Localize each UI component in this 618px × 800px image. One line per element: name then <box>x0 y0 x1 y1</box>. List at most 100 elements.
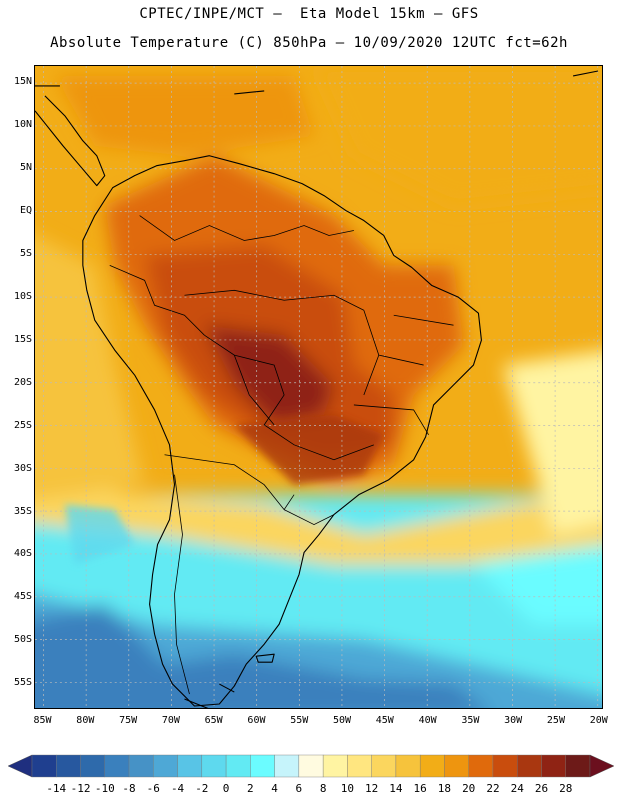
lon-tick-label: 65W <box>204 715 223 726</box>
lat-tick-label: 50S <box>13 634 32 646</box>
colorbar-cell <box>395 754 421 778</box>
colorbar-cell <box>153 754 178 778</box>
colorbar-tick-label: 12 <box>365 782 379 795</box>
colorbar-tick-label: 2 <box>247 782 254 795</box>
lat-tick-label: 15S <box>13 333 32 345</box>
colorbar-tick-label: -10 <box>94 782 115 795</box>
colorbar-cell <box>371 754 397 778</box>
border-peru <box>109 265 205 336</box>
lat-tick-label: 30S <box>13 462 32 474</box>
political-borders <box>109 215 454 695</box>
lat-tick-label: 5S <box>19 247 32 259</box>
colorbar-cell <box>128 754 154 778</box>
colorbar-tick-label: 6 <box>295 782 303 795</box>
colorbar-tick-label: 18 <box>437 782 452 795</box>
colorbar-tick-label: 0 <box>222 782 230 795</box>
colorbar-tick-label: 8 <box>319 782 327 795</box>
lat-tick-label: 45S <box>13 591 32 603</box>
lon-tick-label: 55W <box>290 715 309 726</box>
colorbar-tick-label: 14 <box>389 782 403 795</box>
coastline-falklands <box>255 653 275 663</box>
lon-tick-label: 70W <box>161 715 180 726</box>
lat-tick-label: 35S <box>13 505 32 517</box>
colorbar-tick-label: -6 <box>146 782 160 795</box>
chart-subtitle: Absolute Temperature (C) 850hPa – 10/09/… <box>50 35 568 51</box>
colorbar-over-arrow <box>589 754 615 778</box>
chart-title: CPTEC/INPE/MCT – Eta Model 15km – GFS <box>139 6 479 22</box>
field-transition <box>35 473 602 565</box>
colorbar-tick-label: 28 <box>559 782 573 795</box>
coastline-south-america <box>82 155 482 707</box>
lon-tick-label: 75W <box>119 715 138 726</box>
colorbar-cell <box>80 754 105 778</box>
colorbar-cell <box>201 754 227 778</box>
colorbar-tick-label: -4 <box>170 782 185 795</box>
lat-tick-label: 10N <box>13 119 32 131</box>
colorbar-cell <box>225 754 251 778</box>
field-cold-east <box>463 539 602 625</box>
border-north <box>139 215 354 241</box>
colorbar-cell <box>298 754 324 778</box>
lat-tick-label: 10S <box>13 290 32 302</box>
colorbar-cell <box>444 754 469 778</box>
lat-tick-label: 5N <box>19 162 32 174</box>
field-cold-core <box>35 604 486 708</box>
coastline-caribbean-islands <box>35 70 599 95</box>
lat-tick-label: 15N <box>13 76 32 88</box>
colorbar-tick-label: 26 <box>534 782 549 795</box>
colorbar-tick-label: -8 <box>122 782 136 795</box>
lon-tick-label: 25W <box>546 715 565 726</box>
colorbar-cell <box>322 754 348 778</box>
colorbar-tick-label: -12 <box>70 782 91 795</box>
colorbar-cell <box>274 754 300 778</box>
lat-tick-label: 25S <box>13 419 32 431</box>
lon-tick-label: 20W <box>589 715 608 726</box>
field-pacific <box>35 235 145 500</box>
temperature-field <box>35 66 602 708</box>
lon-tick-label: 45W <box>375 715 394 726</box>
border-states-brazil <box>333 310 454 461</box>
field-cold-patch <box>64 504 135 565</box>
colorbar-cell <box>468 754 494 778</box>
colorbar-tick-label: 22 <box>486 782 500 795</box>
colorbar-cell <box>56 754 81 778</box>
lat-tick-label: 20S <box>13 376 32 388</box>
border-argentina <box>164 354 295 511</box>
colorbar-tick-label: -2 <box>195 782 209 795</box>
colorbar-tick-label: 20 <box>462 782 476 795</box>
colorbar-cell <box>492 754 518 778</box>
border-bolivia <box>184 289 365 311</box>
lon-tick-label: 50W <box>332 715 352 726</box>
colorbar <box>7 754 615 778</box>
colorbar-tick-label: 24 <box>510 782 524 795</box>
lon-tick-label: 85W <box>33 715 52 726</box>
colorbar-cell <box>565 754 591 778</box>
border-uruguay <box>283 509 335 526</box>
lat-tick-label: 40S <box>13 548 32 560</box>
graticule <box>35 66 602 708</box>
colorbar-cell <box>541 754 566 778</box>
colorbar-tick-label: 16 <box>413 782 427 795</box>
coastlines <box>35 70 599 708</box>
border-chile-argentina <box>174 474 190 695</box>
colorbar-cell <box>419 754 445 778</box>
colorbar-tick-label: 4 <box>271 782 278 795</box>
field-pale-east <box>503 350 602 535</box>
colorbar-cell <box>517 754 542 778</box>
lon-tick-label: 30W <box>504 715 523 726</box>
colorbar-cell <box>104 754 130 778</box>
coastline-central-america <box>35 95 106 187</box>
lat-tick-label: EQ <box>19 204 32 216</box>
colorbar-tick-label: 10 <box>340 782 355 795</box>
field-caribbean <box>54 75 315 156</box>
colorbar-cell <box>177 754 203 778</box>
colorbar-cell <box>31 754 57 778</box>
lon-tick-label: 60W <box>247 715 266 726</box>
lon-tick-label: 40W <box>418 715 437 726</box>
lat-tick-label: 55S <box>13 677 32 689</box>
field-atlantic-north <box>314 66 602 206</box>
field-southern-brazil <box>234 414 384 485</box>
temperature-map <box>34 65 603 709</box>
lon-tick-label: 35W <box>461 715 480 726</box>
lon-tick-label: 80W <box>76 715 95 726</box>
